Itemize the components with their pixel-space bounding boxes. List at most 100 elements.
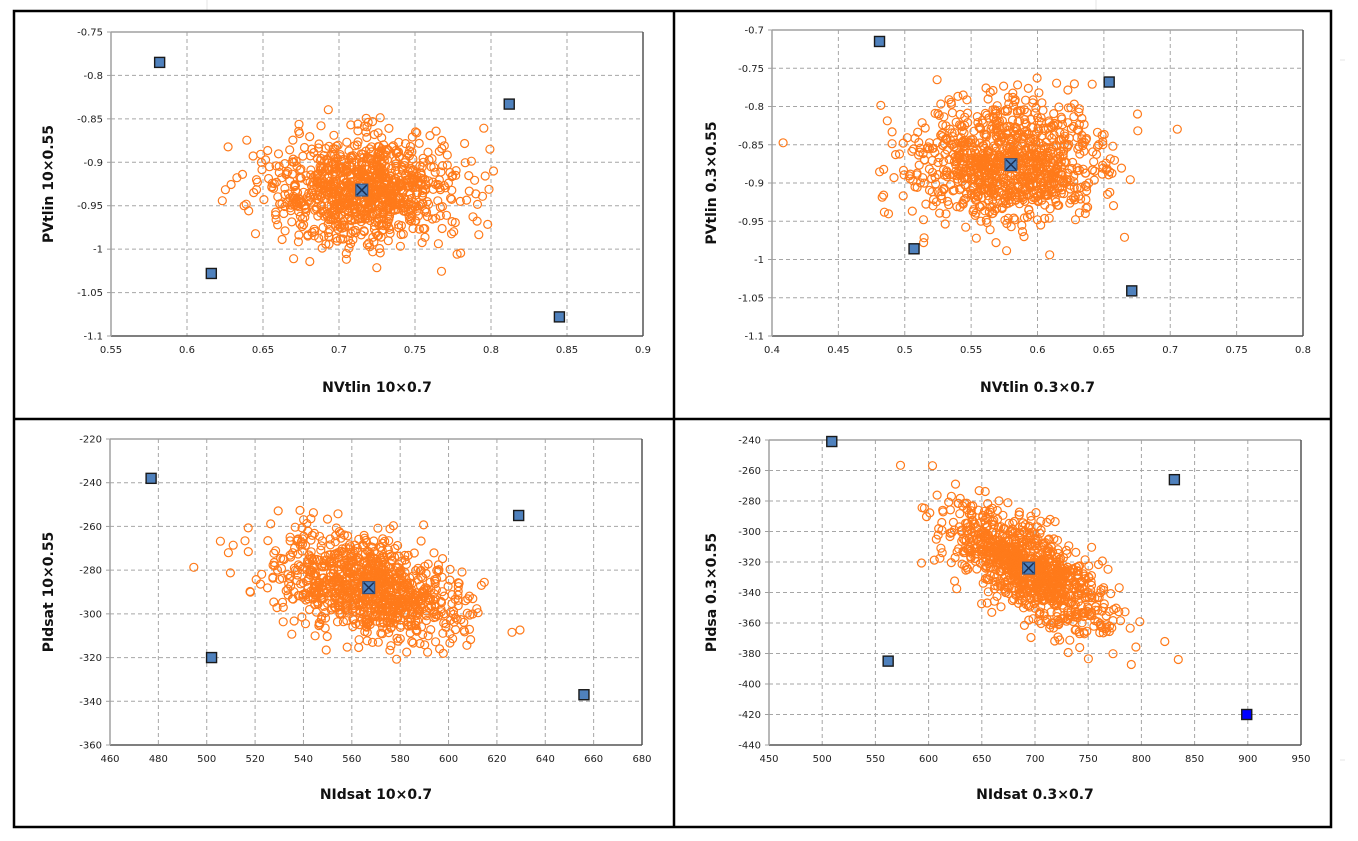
sample-point <box>280 226 290 236</box>
sample-point <box>1020 596 1030 606</box>
sample-point <box>468 212 478 222</box>
sample-point <box>280 201 290 212</box>
y-axis-title: PVtlin 0.3×0.55 <box>704 121 720 244</box>
sample-point <box>959 195 969 205</box>
sample-point <box>306 586 316 596</box>
x-tick-label: 640 <box>536 754 555 765</box>
sample-point <box>952 547 962 557</box>
sample-point <box>488 166 499 176</box>
sample-point <box>372 160 382 170</box>
sample-point <box>915 147 925 157</box>
sample-point <box>479 577 489 587</box>
sample-point <box>485 144 495 154</box>
sample-point <box>455 196 465 206</box>
sample-point <box>308 584 319 594</box>
sample-point <box>332 574 342 584</box>
sample-point <box>279 208 289 219</box>
sample-point <box>465 610 475 620</box>
sample-point <box>267 182 277 192</box>
sample-point <box>1079 119 1089 130</box>
sample-point <box>277 597 288 607</box>
sample-point <box>974 486 984 496</box>
sample-point <box>353 126 363 136</box>
sample-point <box>1028 193 1039 203</box>
sample-point <box>439 181 449 191</box>
sample-point <box>276 553 286 564</box>
sample-point <box>1061 545 1072 556</box>
sample-point <box>380 599 390 610</box>
sample-point <box>1096 584 1106 595</box>
sample-point <box>381 220 391 230</box>
sample-point <box>336 533 346 543</box>
sample-point <box>376 232 386 242</box>
sample-point <box>480 171 490 181</box>
sample-point <box>959 157 969 167</box>
sample-point <box>1092 127 1103 137</box>
sample-point <box>1075 585 1085 596</box>
sample-point <box>1078 141 1088 151</box>
sample-point <box>400 170 410 180</box>
sample-point <box>976 216 986 226</box>
sample-point <box>991 564 1001 575</box>
sample-point <box>1098 137 1108 147</box>
sample-point <box>322 514 333 524</box>
corner-point <box>512 509 525 522</box>
sample-point <box>400 550 410 561</box>
sample-point <box>362 618 372 629</box>
nominal-point <box>1022 561 1036 575</box>
sample-point <box>1009 564 1019 575</box>
sample-point <box>406 610 417 620</box>
sample-point <box>338 589 348 600</box>
sample-point <box>1048 596 1058 606</box>
sample-point <box>984 174 995 184</box>
x-tick-label: 540 <box>294 754 313 765</box>
sample-point <box>426 624 436 635</box>
sample-point <box>422 211 432 222</box>
sample-point <box>319 231 329 241</box>
sample-point <box>215 536 225 546</box>
sample-point <box>476 580 486 591</box>
x-tick-label: 600 <box>439 754 458 765</box>
sample-point <box>973 529 983 539</box>
sample-point <box>916 558 927 568</box>
sample-point <box>1034 608 1045 619</box>
sample-point <box>392 654 402 664</box>
sample-point <box>924 164 935 174</box>
sample-point <box>1041 142 1051 152</box>
sample-point <box>1063 103 1074 113</box>
sample-point <box>1098 583 1109 593</box>
sample-point <box>986 183 996 193</box>
sample-point <box>344 207 354 217</box>
sample-point <box>320 623 330 633</box>
sample-point <box>922 143 932 154</box>
sample-point <box>981 83 991 93</box>
sample-point <box>991 238 1001 248</box>
x-tick-label: 900 <box>1238 754 1257 765</box>
sample-point <box>435 644 445 654</box>
sample-point <box>420 174 430 184</box>
sample-point <box>1003 498 1013 508</box>
sample-point <box>301 171 311 181</box>
sample-point <box>297 523 307 533</box>
sample-point <box>411 216 421 226</box>
sample-point <box>237 169 248 179</box>
sample-point <box>325 540 335 550</box>
sample-point <box>1081 194 1091 205</box>
sample-point <box>913 127 923 137</box>
sample-point <box>378 534 388 544</box>
sample-point <box>367 637 378 648</box>
sample-point <box>985 505 995 515</box>
sample-point <box>1038 157 1048 167</box>
sample-point <box>882 116 892 126</box>
x-tick-label: 0.65 <box>1093 345 1115 356</box>
sample-point <box>948 186 958 196</box>
sample-point <box>1045 514 1055 525</box>
sample-point <box>272 602 282 613</box>
sample-point <box>460 627 470 637</box>
sample-point <box>1011 124 1021 134</box>
corner-point <box>908 243 920 255</box>
sample-point <box>269 183 279 193</box>
sample-point <box>331 580 341 590</box>
sample-point <box>778 138 788 148</box>
sample-point <box>388 521 398 531</box>
